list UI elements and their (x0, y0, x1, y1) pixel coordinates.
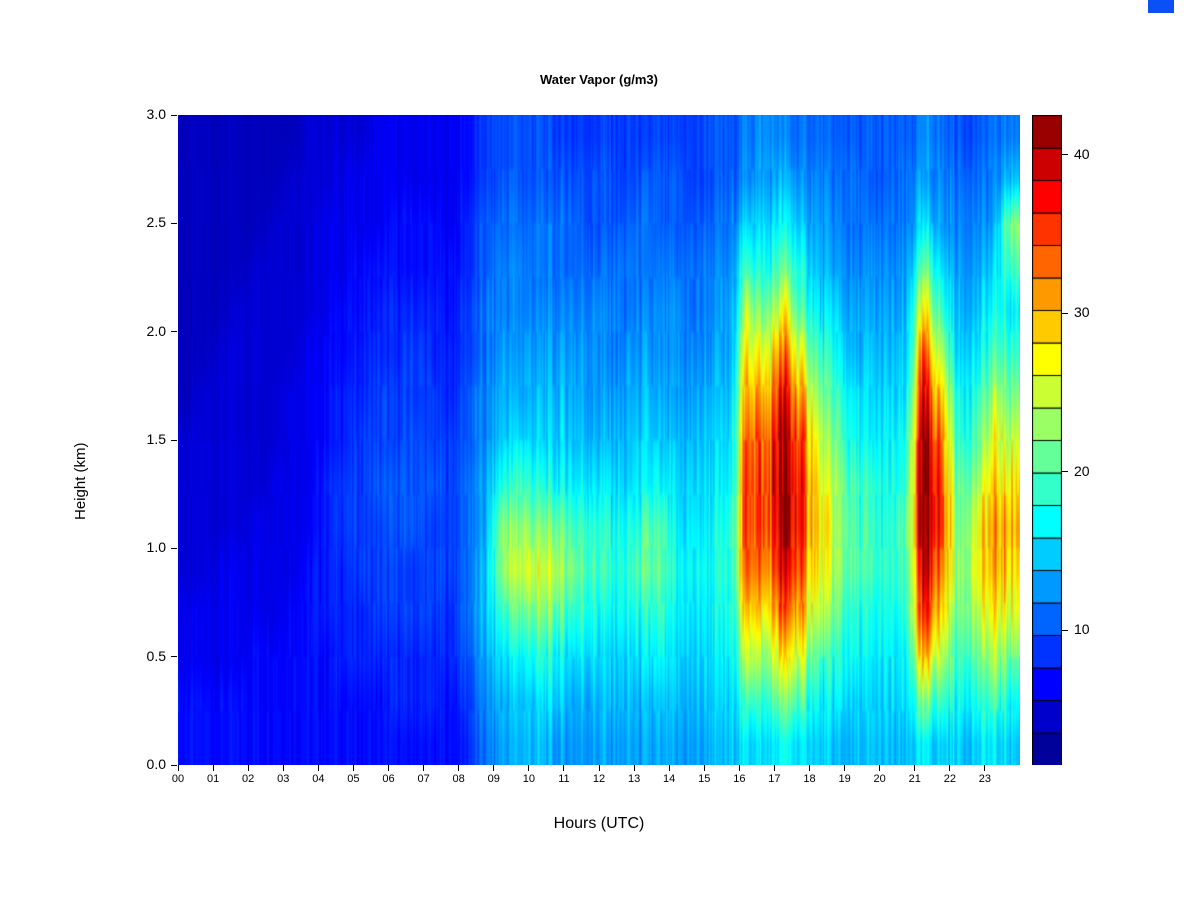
colorbar-tick-label: 20 (1074, 462, 1090, 479)
y-tick-label: 3.0 (146, 106, 166, 122)
x-axis-label: Hours (UTC) (553, 815, 645, 832)
x-tick-label: 07 (417, 773, 430, 785)
x-tick-mark (738, 765, 740, 771)
x-tick-label: 17 (768, 773, 781, 785)
x-tick-mark (809, 765, 810, 771)
colorbar-tick-mark (1062, 629, 1068, 631)
y-tick-mark (171, 439, 177, 441)
x-tick-mark (388, 765, 389, 771)
colorbar-tick-mark (1062, 154, 1068, 156)
colorbar-canvas (1032, 115, 1062, 765)
x-tick-label: 21 (908, 773, 921, 785)
x-tick-mark (984, 765, 986, 771)
y-tick-label: 0.0 (146, 756, 166, 772)
x-tick-mark (352, 765, 354, 771)
x-tick-label: 09 (487, 773, 500, 785)
colorbar-tick-mark (1062, 471, 1068, 473)
y-tick-label: 1.0 (146, 539, 166, 556)
corner-artifact (1148, 0, 1174, 13)
x-tick-mark (423, 765, 425, 771)
x-tick-label: 03 (277, 773, 290, 785)
x-tick-label: 02 (242, 773, 255, 785)
x-tick-mark (598, 765, 600, 771)
x-tick-label: 19 (838, 773, 851, 785)
x-tick-label: 00 (171, 773, 185, 785)
x-tick-mark (177, 765, 179, 771)
y-tick-label: 2.5 (146, 214, 166, 231)
x-tick-label: 14 (663, 773, 676, 785)
chart-title: Water Vapor (g/m3) (540, 72, 658, 87)
x-tick-label: 11 (558, 773, 570, 785)
x-tick-label: 01 (206, 773, 220, 785)
y-tick-mark (171, 114, 177, 116)
x-tick-mark (317, 765, 319, 771)
y-axis-label: Height (km) (72, 442, 89, 520)
x-tick-label: 20 (873, 773, 886, 785)
colorbar-tick-label: 10 (1074, 621, 1090, 638)
colorbar-tick-label: 30 (1074, 304, 1090, 321)
x-tick-mark (773, 765, 775, 771)
x-tick-mark (633, 765, 635, 771)
x-tick-label: 18 (803, 773, 816, 785)
x-tick-label: 06 (382, 773, 395, 785)
x-tick-label: 16 (733, 773, 746, 785)
x-tick-label: 15 (698, 773, 711, 785)
x-tick-mark (914, 765, 916, 771)
x-tick-label: 10 (522, 773, 535, 785)
colorbar-tick-mark (1062, 312, 1068, 314)
x-tick-mark (528, 765, 530, 771)
x-tick-label: 23 (978, 773, 992, 785)
x-tick-mark (879, 765, 881, 771)
x-tick-mark (668, 765, 670, 771)
y-tick-mark (171, 656, 177, 658)
x-tick-mark (703, 765, 705, 771)
colorbar-tick-label: 40 (1074, 145, 1090, 162)
x-tick-label: 13 (627, 773, 641, 785)
x-tick-mark (844, 765, 846, 771)
x-tick-label: 05 (347, 773, 360, 785)
y-tick-mark (171, 222, 177, 224)
x-tick-label: 12 (592, 773, 606, 785)
y-tick-label: 0.5 (146, 647, 166, 664)
x-tick-mark (563, 765, 565, 771)
x-tick-mark (247, 765, 249, 771)
y-tick-label: 1.5 (146, 431, 166, 447)
y-tick-label: 2.0 (146, 322, 166, 339)
x-tick-label: 22 (943, 773, 956, 785)
y-tick-mark (171, 547, 177, 549)
x-tick-mark (212, 765, 214, 771)
x-tick-label: 04 (312, 773, 325, 785)
x-tick-mark (282, 765, 284, 771)
x-tick-label: 08 (452, 773, 465, 785)
heatmap-canvas (178, 115, 1020, 765)
x-tick-mark (458, 765, 460, 771)
x-tick-mark (949, 765, 951, 771)
y-tick-mark (171, 331, 177, 333)
x-tick-mark (493, 765, 495, 771)
y-tick-mark (171, 764, 177, 766)
